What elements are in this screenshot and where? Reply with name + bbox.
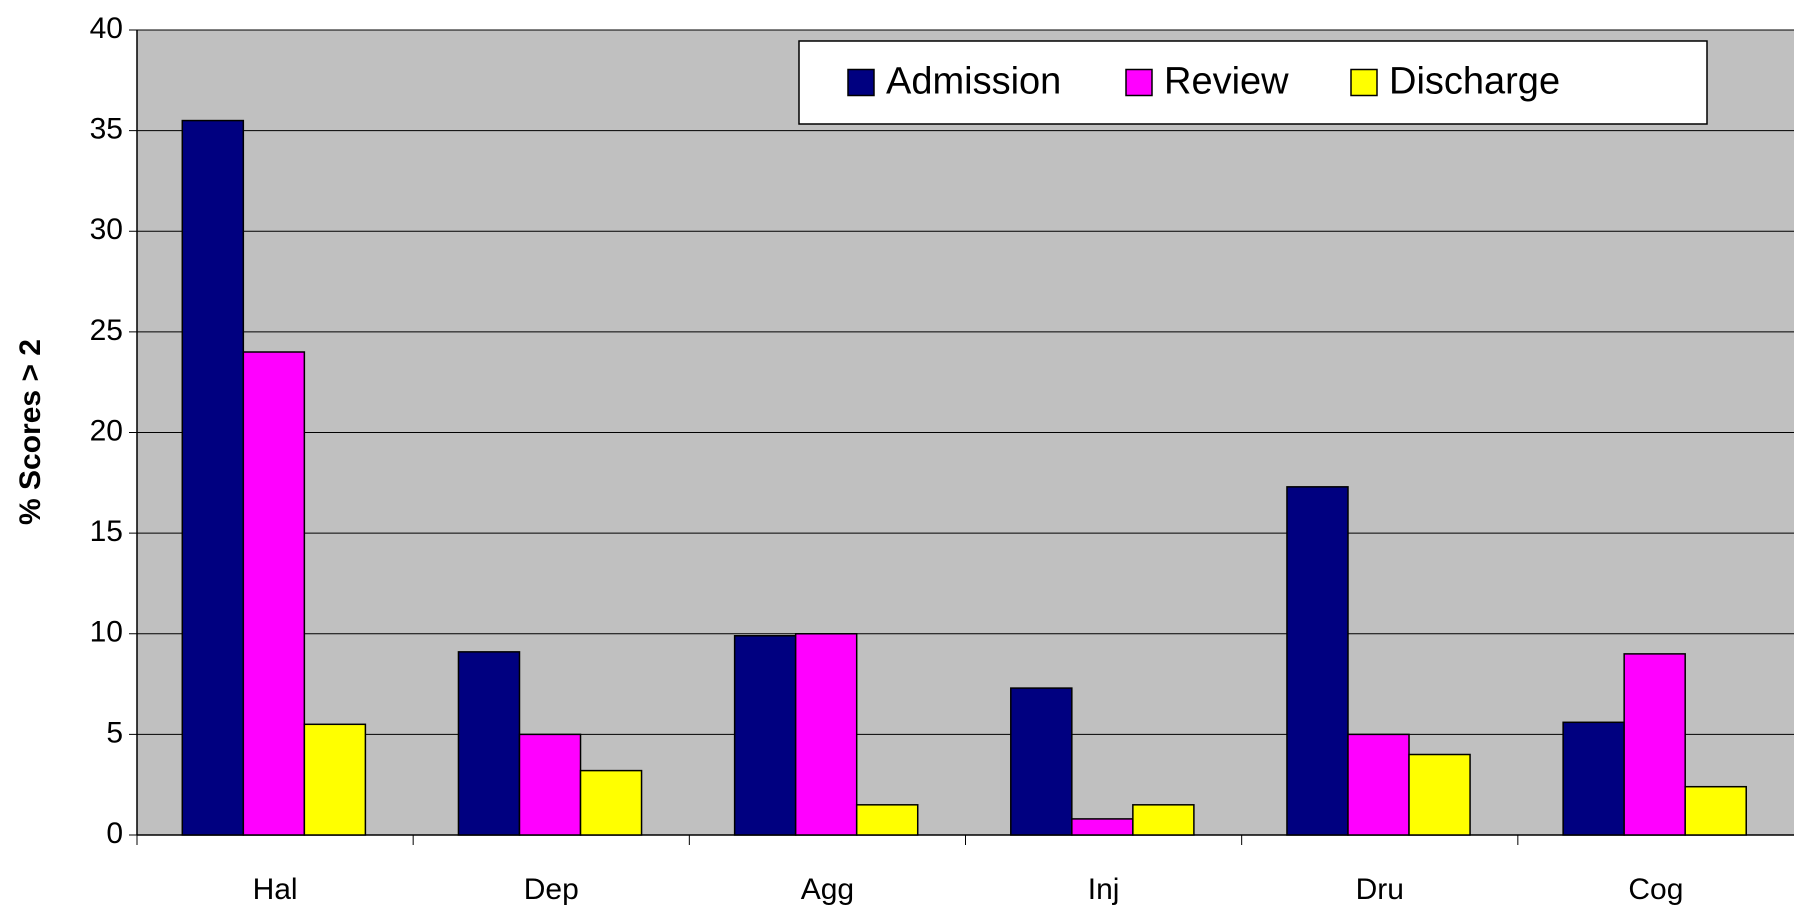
y-tick-label: 40: [90, 12, 123, 45]
bar: [1010, 687, 1073, 836]
bar: [303, 723, 367, 836]
y-tick-label: 5: [106, 716, 123, 749]
legend-label: Review: [1164, 61, 1289, 103]
x-tick-label: Inj: [1088, 873, 1120, 906]
bar: [794, 633, 858, 836]
bar: [579, 769, 643, 836]
legend-swatch: [847, 68, 875, 97]
y-tick-label: 0: [106, 817, 123, 850]
x-tick-label: Cog: [1628, 873, 1683, 906]
y-tick-label: 10: [90, 616, 123, 649]
bar: [733, 635, 797, 836]
bar: [1684, 785, 1747, 836]
bar: [181, 119, 245, 836]
bar: [1132, 804, 1195, 836]
bar: [1286, 486, 1349, 836]
bar: [1408, 753, 1471, 836]
bar: [457, 651, 521, 836]
bar: [1071, 818, 1134, 836]
y-tick-label: 35: [90, 113, 123, 146]
y-axis-label: % Scores > 2: [14, 339, 47, 525]
x-tick-label: Hal: [253, 873, 298, 906]
legend-box: [798, 40, 1708, 125]
legend-swatch: [1350, 68, 1378, 97]
bar: [242, 351, 306, 836]
y-tick-label: 15: [90, 515, 123, 548]
y-tick-label: 20: [90, 414, 123, 447]
bar: [518, 733, 582, 836]
bar: [855, 804, 919, 836]
x-tick-label: Agg: [801, 873, 854, 906]
bar: [1562, 721, 1625, 836]
legend-label: Discharge: [1389, 61, 1560, 103]
x-tick-label: Dru: [1356, 873, 1404, 906]
y-tick-label: 25: [90, 314, 123, 347]
legend-label: Admission: [886, 61, 1061, 103]
x-tick-label: Dep: [524, 873, 579, 906]
bar: [1347, 733, 1410, 836]
legend-swatch: [1125, 68, 1153, 97]
y-tick-label: 30: [90, 213, 123, 246]
bar: [1623, 653, 1686, 836]
